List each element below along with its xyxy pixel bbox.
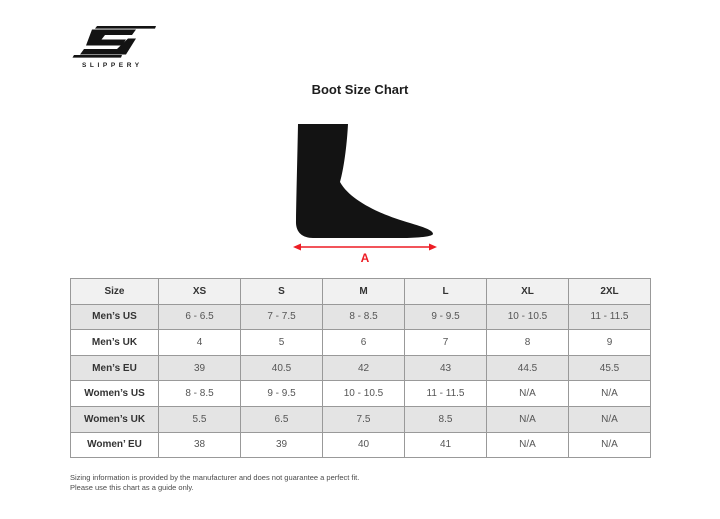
brand-name: SLIPPERY: [82, 62, 143, 69]
size-cell: 40.5: [240, 354, 323, 382]
size-cell: 5.5: [158, 405, 241, 433]
row-label: Men’s EU: [70, 354, 159, 382]
row-mens-eu: Men’s EU 39 40.5 42 43 44.5 45.5: [70, 354, 651, 382]
size-cell: N/A: [568, 405, 651, 433]
size-cell: 39: [240, 431, 323, 459]
row-label: Men’s US: [70, 303, 159, 331]
row-womens-eu: Women’ EU 38 39 40 41 N/A N/A: [70, 431, 651, 459]
size-cell: 11 - 11.5: [404, 380, 487, 407]
row-womens-uk: Women’s UK 5.5 6.5 7.5 8.5 N/A N/A: [70, 405, 651, 433]
size-cell: 39: [158, 354, 241, 382]
size-cell: 7 - 7.5: [240, 303, 323, 331]
dimension-label: A: [360, 251, 370, 265]
row-label: Women’ EU: [70, 431, 159, 459]
col-header-l: L: [404, 278, 487, 305]
size-cell: 4: [158, 329, 241, 356]
size-cell: 42: [322, 354, 405, 382]
size-table: Size XS S M L XL 2XL Men’s US 6 - 6.5 7 …: [70, 278, 651, 459]
disclaimer-line-2: Please use this chart as a guide only.: [70, 483, 194, 492]
row-mens-uk: Men’s UK 4 5 6 7 8 9: [70, 329, 651, 356]
size-cell: N/A: [486, 405, 569, 433]
col-header-xs: XS: [158, 278, 241, 305]
size-cell: 44.5: [486, 354, 569, 382]
size-cell: 38: [158, 431, 241, 459]
size-cell: 8: [486, 329, 569, 356]
row-label: Women’s UK: [70, 405, 159, 433]
size-cell: 5: [240, 329, 323, 356]
page-title: Boot Size Chart: [311, 82, 409, 97]
size-cell: N/A: [568, 431, 651, 459]
size-cell: 11 - 11.5: [568, 303, 651, 331]
size-cell: 41: [404, 431, 487, 459]
size-cell: 9 - 9.5: [240, 380, 323, 407]
row-womens-us: Women’s US 8 - 8.5 9 - 9.5 10 - 10.5 11 …: [70, 380, 651, 407]
size-cell: 45.5: [568, 354, 651, 382]
boot-silhouette-icon: [295, 124, 433, 238]
size-cell: 7.5: [322, 405, 405, 433]
col-header-s: S: [240, 278, 323, 305]
slippery-logo: SLIPPERY: [72, 26, 168, 69]
size-cell: 8 - 8.5: [158, 380, 241, 407]
slippery-logo-icon: [72, 26, 156, 58]
size-cell: 43: [404, 354, 487, 382]
size-cell: 9 - 9.5: [404, 303, 487, 331]
sizing-disclaimer: Sizing information is provided by the ma…: [70, 473, 359, 493]
size-cell: 8.5: [404, 405, 487, 433]
col-header-m: M: [322, 278, 405, 305]
size-cell: N/A: [568, 380, 651, 407]
row-label: Men’s UK: [70, 329, 159, 356]
col-header-size: Size: [70, 278, 159, 305]
header-row: Size XS S M L XL 2XL: [70, 278, 651, 305]
disclaimer-line-1: Sizing information is provided by the ma…: [70, 473, 360, 482]
row-label: Women’s US: [70, 380, 159, 407]
size-cell: 10 - 10.5: [322, 380, 405, 407]
size-cell: 7: [404, 329, 487, 356]
col-header-2xl: 2XL: [568, 278, 651, 305]
size-cell: 40: [322, 431, 405, 459]
size-cell: N/A: [486, 380, 569, 407]
size-cell: 6.5: [240, 405, 323, 433]
size-cell: 9: [568, 329, 651, 356]
size-cell: 6: [322, 329, 405, 356]
size-cell: 8 - 8.5: [322, 303, 405, 331]
length-arrow-icon: [293, 243, 437, 251]
col-header-xl: XL: [486, 278, 569, 305]
size-cell: 10 - 10.5: [486, 303, 569, 331]
size-cell: N/A: [486, 431, 569, 459]
size-cell: 6 - 6.5: [158, 303, 241, 331]
row-mens-us: Men’s US 6 - 6.5 7 - 7.5 8 - 8.5 9 - 9.5…: [70, 303, 651, 331]
